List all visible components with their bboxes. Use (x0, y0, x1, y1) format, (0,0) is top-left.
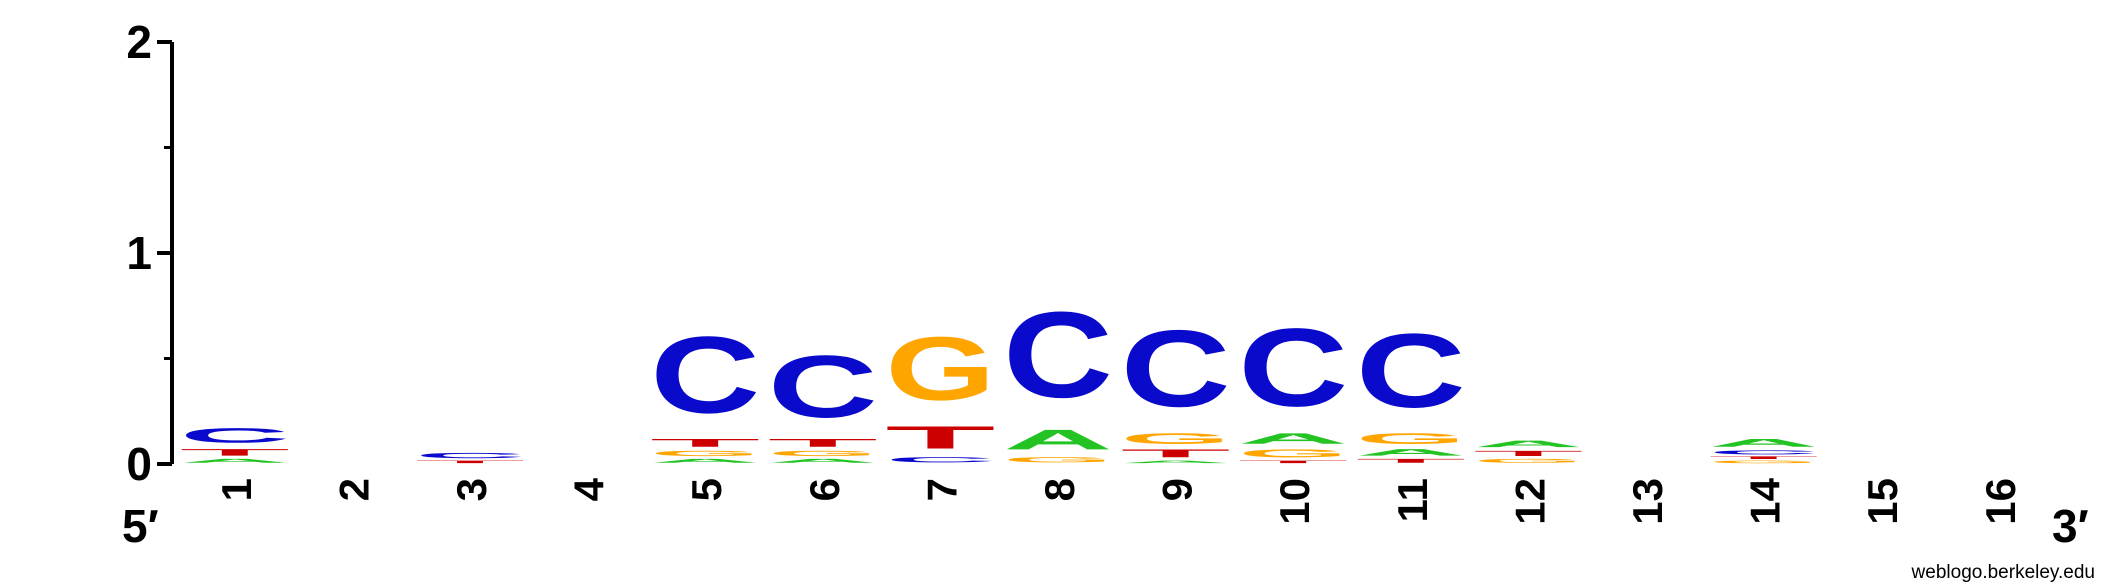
logo-letter-C: C (768, 337, 878, 436)
logo-letter-C: C (1003, 287, 1113, 423)
logo-letter-A: A (650, 458, 760, 464)
logo-letter-T: T (1238, 460, 1348, 464)
position-label: 8 (1036, 478, 1083, 501)
logo-letter-A: A (1356, 447, 1466, 458)
position-label: 12 (1506, 478, 1553, 525)
logo-letter-C: C (1356, 311, 1466, 429)
position-stack: TC (415, 451, 525, 464)
position-label: 13 (1624, 478, 1671, 525)
logo-letter-A: A (1238, 430, 1348, 447)
position-stack: GAC (1003, 287, 1113, 464)
logo-letter-T: T (885, 420, 995, 456)
position-label: 9 (1154, 478, 1201, 501)
position-label: 4 (566, 477, 613, 501)
logo-letter-C: C (415, 451, 525, 459)
position-stack: CTG (885, 319, 995, 464)
logo-letter-A: A (1121, 460, 1231, 464)
y-tick-label: 2 (126, 16, 152, 68)
logo-letter-T: T (415, 460, 525, 464)
three-prime-label: 3′ (2052, 500, 2089, 552)
position-label: 6 (801, 478, 848, 501)
logo-letter-T: T (1356, 458, 1466, 464)
logo-letter-T: T (180, 447, 290, 457)
y-tick-label: 1 (126, 227, 152, 279)
logo-letter-A: A (1473, 439, 1583, 450)
weblogo-credit: weblogo.berkeley.edu (1911, 562, 2095, 583)
position-label: 15 (1859, 478, 1906, 525)
logo-letter-C: C (650, 314, 760, 436)
five-prime-label: 5′ (122, 500, 159, 552)
logo-letter-G: G (1356, 430, 1466, 447)
logo-letter-T: T (1473, 449, 1583, 457)
logo-letter-A: A (1709, 436, 1819, 449)
logo-letter-C: C (1238, 306, 1348, 430)
logo-letter-G: G (1003, 456, 1113, 464)
logo-letter-T: T (768, 437, 878, 450)
logo-letter-A: A (768, 458, 878, 464)
position-stack: GTA (1473, 439, 1583, 464)
position-label: 3 (448, 478, 495, 501)
position-label: 11 (1389, 478, 1436, 522)
logo-letter-G: G (1709, 460, 1819, 464)
position-label: 7 (918, 478, 965, 501)
position-label: 2 (330, 478, 377, 501)
position-label: 5 (683, 478, 730, 501)
y-axis: 0 1 2 (126, 16, 174, 490)
position-stack: ATC (180, 424, 290, 464)
position-label: 16 (1977, 478, 2024, 525)
position-label: 1 (213, 478, 260, 501)
logo-letter-A: A (1003, 424, 1113, 455)
position-label: 14 (1742, 477, 1789, 524)
y-tick-label: 0 (126, 438, 152, 490)
logo-letter-G: G (768, 449, 878, 457)
logo-letter-G: G (1238, 447, 1348, 460)
logo-letter-G: G (885, 319, 995, 420)
logo-letter-C: C (1121, 308, 1231, 430)
x-axis: 1 2 3 4 5 6 7 8 9 10 11 12 13 14 15 16 (213, 477, 2024, 524)
logo-letter-C: C (885, 455, 995, 463)
logo-letter-C: C (180, 424, 290, 447)
logo-letter-T: T (1121, 447, 1231, 460)
logo-letter-G: G (1121, 430, 1231, 447)
position-label: 10 (1271, 478, 1318, 525)
logo-letter-G: G (650, 449, 760, 457)
logo-letter-C: C (1709, 449, 1819, 455)
logo-letter-T: T (1709, 456, 1819, 460)
logo-letter-G: G (1473, 458, 1583, 464)
logo-letter-T: T (650, 437, 760, 450)
logo-letter-A: A (180, 458, 290, 464)
